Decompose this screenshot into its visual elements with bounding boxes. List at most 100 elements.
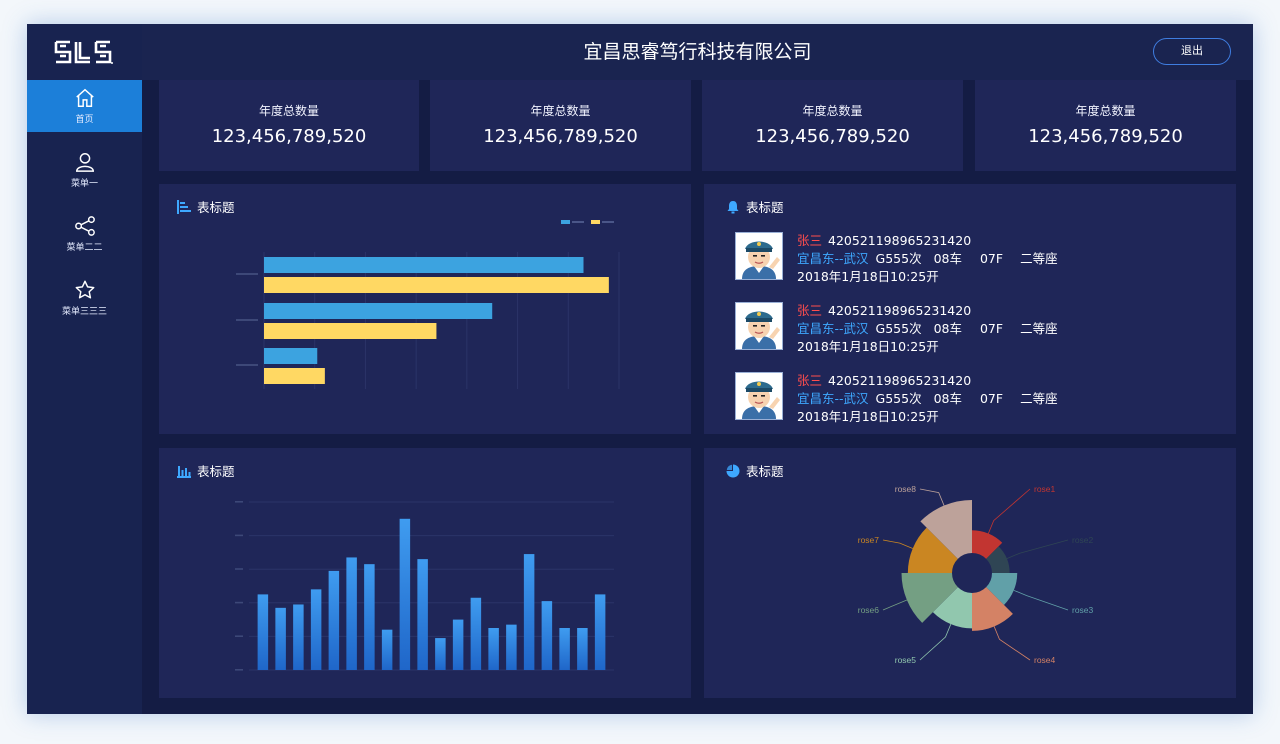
y-tick-mark: [235, 534, 243, 537]
panel-title: 表标题: [197, 464, 235, 479]
conductor-avatar-icon: [736, 233, 782, 279]
rose-panel: 表标题 rose1 rose2 rose3 rose4 rose5 rose6 rose7 r…: [704, 448, 1236, 698]
y-tick-mark: [235, 669, 243, 671]
bell-icon: [727, 200, 739, 213]
stat-title: 年度总数量: [258, 104, 319, 118]
category-tick-label: [236, 319, 258, 321]
legend-swatch: [591, 220, 600, 224]
hbar-chart: [236, 220, 620, 389]
stat-title: 年度总数量: [802, 104, 863, 118]
bar: [523, 554, 535, 670]
home-icon: [75, 88, 94, 107]
bar: [346, 557, 357, 670]
bar: [559, 628, 570, 670]
bar: [594, 594, 606, 670]
seat-number: 07F: [979, 321, 1004, 336]
passenger-name: 张三: [797, 303, 823, 318]
dashboard-main: 年度总数量 123,456,789,520 年度总数量 123,456,789,…: [142, 80, 1253, 714]
bar: [381, 629, 393, 670]
avatar: [735, 232, 783, 280]
hbar-panel: 表标题: [159, 184, 691, 434]
panel-header: 表标题: [177, 461, 235, 480]
bar: [264, 257, 584, 273]
rose-segment: [972, 530, 1003, 559]
sidebar-item-menu-3[interactable]: 菜单三三三: [27, 272, 142, 324]
label-leader-line: [882, 539, 913, 549]
bar: [264, 303, 493, 319]
conductor-avatar-icon: [736, 373, 782, 419]
seat-class: 二等座: [1020, 391, 1058, 406]
bar: [577, 628, 588, 670]
sidebar-item-menu-1[interactable]: 菜单一: [27, 144, 142, 196]
bar: [328, 570, 340, 670]
car-number: 08车: [933, 321, 962, 336]
sidebar-item-menu-2[interactable]: 菜单二二: [27, 208, 142, 260]
rose-chart: rose1 rose2 rose3 rose4 rose5 rose6 rose7 rose8: [858, 484, 1094, 665]
rose-segment: [986, 546, 1010, 573]
sidebar-item-label: 菜单三三三: [61, 307, 107, 317]
rose-label: rose3: [1072, 605, 1094, 615]
stat-card: 年度总数量 123,456,789,520: [702, 80, 963, 171]
label-leader-line: [993, 626, 1031, 661]
panel-title: 表标题: [746, 200, 784, 215]
bar: [541, 601, 553, 670]
y-tick-mark: [235, 568, 243, 570]
sidebar: 首页 菜单一 菜单二二 菜单三三三: [27, 24, 142, 714]
category-tick-label: [236, 273, 258, 275]
stat-card: 年度总数量 123,456,789,520: [430, 80, 691, 171]
vbar-panel: 表标题: [159, 448, 691, 698]
ticket-passenger-line: 张三 420521198965231420: [797, 300, 971, 319]
ticket-passenger-line: 张三 420521198965231420: [797, 230, 971, 249]
rose-segment: [972, 587, 1013, 631]
bar: [264, 323, 437, 339]
stat-value: 123,456,789,520: [211, 126, 367, 147]
bar: [399, 518, 411, 670]
bar: [435, 638, 446, 670]
pie-icon: [726, 464, 740, 477]
logo: [54, 40, 113, 64]
ticket-trip-line: 宜昌东--武汉 G555次 08车 07F 二等座: [797, 388, 1058, 407]
stat-value: 123,456,789,520: [483, 126, 638, 147]
rose-segment: [901, 573, 958, 623]
panel-title: 表标题: [746, 464, 784, 479]
train-number: G555次: [875, 391, 922, 406]
label-leader-line: [919, 623, 952, 661]
rose-label: rose6: [858, 605, 880, 615]
sidebar-item-label: 菜单二二: [66, 243, 103, 253]
passenger-id: 420521198965231420: [828, 303, 972, 318]
star-icon: [75, 280, 94, 299]
vbar-chart: [235, 501, 614, 671]
rose-segment: [907, 527, 958, 573]
bar: [417, 559, 428, 670]
bar: [310, 589, 322, 670]
passenger-name: 张三: [797, 233, 823, 248]
avatar: [735, 302, 783, 350]
passenger-name: 张三: [797, 373, 823, 388]
logout-button[interactable]: 退出: [1153, 38, 1231, 65]
share-icon: [74, 216, 95, 236]
ticket-trip-line: 宜昌东--武汉 G555次 08车 07F 二等座: [797, 318, 1058, 337]
stat-value: 123,456,789,520: [1028, 126, 1183, 147]
seat-number: 07F: [979, 391, 1004, 406]
rose-label: rose1: [1034, 484, 1056, 494]
tickets-panel: 表标题 张三 420521198965231420 宜昌东--武汉 G555次 08车 0…: [704, 184, 1236, 434]
departure-time: 2018年1月18日10:25开: [797, 409, 939, 424]
user-icon: [75, 153, 94, 172]
bar: [275, 607, 286, 670]
bar: [488, 628, 499, 670]
ticket-trip-line: 宜昌东--武汉 G555次 08车 07F 二等座: [797, 248, 1058, 267]
avatar: [735, 372, 783, 420]
column-chart-icon: [177, 465, 191, 478]
train-number: G555次: [875, 251, 922, 266]
bar: [264, 368, 325, 384]
trip-route: 宜昌东--武汉: [797, 391, 869, 406]
sidebar-item-home[interactable]: 首页: [27, 80, 142, 132]
y-tick-mark: [235, 601, 243, 604]
category-tick-label: [236, 364, 258, 366]
bar: [364, 564, 375, 670]
rose-label: rose7: [858, 535, 880, 545]
conductor-avatar-icon: [736, 303, 782, 349]
stat-value: 123,456,789,520: [755, 126, 910, 147]
y-tick-mark: [235, 501, 243, 503]
app-window: 首页 菜单一 菜单二二 菜单三三三 宜昌思睿笃行科技有限公: [27, 24, 1253, 714]
